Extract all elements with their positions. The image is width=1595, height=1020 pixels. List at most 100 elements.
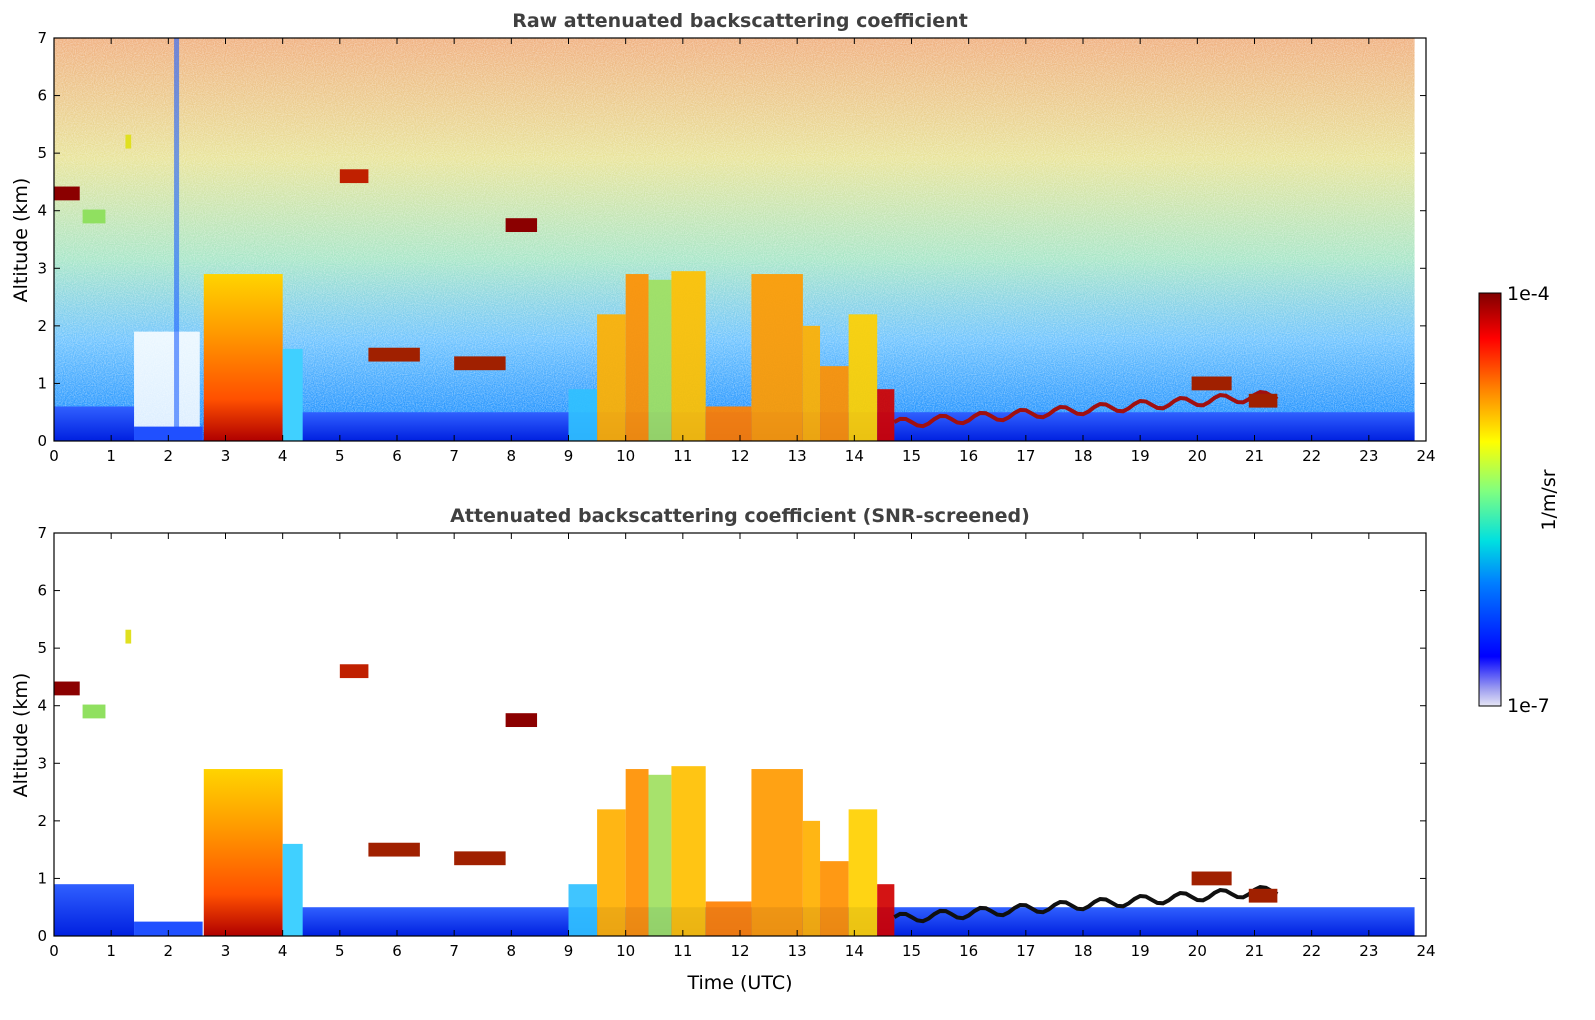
screened-cloud-column xyxy=(751,769,803,936)
raw-x-tick-label: 17 xyxy=(1016,447,1035,465)
raw-elevated-layer xyxy=(454,356,506,371)
screened-x-tick-label: 16 xyxy=(959,942,978,960)
raw-x-tick-label: 21 xyxy=(1245,447,1264,465)
screened-elevated-layer xyxy=(454,851,506,866)
raw-y-tick-label: 2 xyxy=(37,317,47,335)
raw-no-data-region xyxy=(1414,38,1426,441)
screened-y-tick-label: 4 xyxy=(37,697,47,715)
screened-panel: Attenuated backscattering coefficient (S… xyxy=(10,505,1436,994)
colorbar-min-label: 1e-7 xyxy=(1507,695,1550,717)
screened-y-axis-label: Altitude (km) xyxy=(10,673,32,798)
screened-axes: 0 1 2 3 4 5 6 7 8 9 10 11 12 13 14 15 16 17 18 19 20 21 22 23 24… xyxy=(37,524,1435,960)
screened-x-tick-label: 23 xyxy=(1359,942,1378,960)
screened-x-tick-label: 14 xyxy=(845,942,864,960)
raw-cloud-column xyxy=(848,314,878,441)
raw-x-tick-label: 14 xyxy=(845,447,864,465)
screened-x-tick-label: 9 xyxy=(564,942,574,960)
colorbar-gradient xyxy=(1478,292,1502,707)
screened-y-tick-label: 1 xyxy=(37,869,47,887)
raw-cloud-column xyxy=(625,274,649,441)
raw-y-tick-label: 4 xyxy=(37,202,47,220)
screened-x-tick-label: 3 xyxy=(221,942,231,960)
screened-cloud-column xyxy=(820,861,849,936)
raw-cloud-column xyxy=(597,314,626,441)
screened-aerosol-layer xyxy=(54,884,135,936)
screened-x-tick-label: 4 xyxy=(278,942,288,960)
raw-cloud-column xyxy=(671,271,706,441)
raw-x-tick-label: 20 xyxy=(1188,447,1207,465)
raw-y-tick-label: 7 xyxy=(37,29,47,47)
screened-elevated-layer xyxy=(1248,888,1278,903)
screened-x-tick-label: 17 xyxy=(1016,942,1035,960)
screened-x-tick-label: 2 xyxy=(164,942,174,960)
raw-y-tick-label: 5 xyxy=(37,144,47,162)
screened-x-tick-label: 18 xyxy=(1073,942,1092,960)
screened-cloud-edge xyxy=(282,843,303,936)
raw-x-tick-label: 13 xyxy=(788,447,807,465)
colorbar-unit-label: 1/m/sr xyxy=(1538,469,1560,530)
raw-elevated-layer xyxy=(368,347,420,362)
raw-x-tick-label: 15 xyxy=(902,447,921,465)
screened-y-tick-label: 6 xyxy=(37,582,47,600)
raw-elevated-layer xyxy=(82,209,106,224)
screened-cloud-column xyxy=(877,884,895,936)
screened-x-tick-label: 20 xyxy=(1188,942,1207,960)
raw-x-tick-label: 24 xyxy=(1416,447,1435,465)
screened-dense-cloud xyxy=(203,769,283,936)
screened-x-tick-label: 7 xyxy=(449,942,459,960)
raw-axes: 0 1 2 3 4 5 6 7 8 9 10 11 12 13 14 15 16 17 18 19 20 21 22 23 24… xyxy=(37,29,1435,465)
x-axis-label: Time (UTC) xyxy=(686,972,792,994)
raw-x-tick-label: 4 xyxy=(278,447,288,465)
screened-cloud-column xyxy=(848,809,878,936)
raw-x-tick-label: 23 xyxy=(1359,447,1378,465)
raw-cloud-column xyxy=(877,389,895,441)
raw-clear-zone xyxy=(134,331,200,430)
screened-elevated-layer xyxy=(505,713,538,728)
raw-features xyxy=(54,38,1426,441)
screened-cloud-column xyxy=(625,769,649,936)
raw-y-tick-label: 0 xyxy=(37,432,47,450)
screened-features xyxy=(54,629,1415,936)
screened-x-tick-label: 24 xyxy=(1416,942,1435,960)
screened-x-tick-label: 19 xyxy=(1131,942,1150,960)
raw-x-tick-label: 0 xyxy=(49,447,59,465)
raw-x-tick-label: 2 xyxy=(164,447,174,465)
screened-x-tick-label: 1 xyxy=(106,942,116,960)
screened-x-tick-label: 6 xyxy=(392,942,402,960)
screened-x-tick-label: 21 xyxy=(1245,942,1264,960)
raw-cloud-edge xyxy=(282,348,303,441)
screened-elevated-layer xyxy=(125,629,132,644)
screened-x-tick-label: 0 xyxy=(49,942,59,960)
screened-elevated-layer xyxy=(1191,871,1232,886)
screened-x-tick-label: 8 xyxy=(507,942,517,960)
raw-cloud-column xyxy=(751,274,803,441)
screened-y-tick-label: 3 xyxy=(37,754,47,772)
raw-x-tick-label: 18 xyxy=(1073,447,1092,465)
screened-boundary-layer-top xyxy=(893,885,1279,924)
raw-x-tick-label: 11 xyxy=(673,447,692,465)
screened-cloud-column xyxy=(648,774,672,936)
raw-elevated-layer xyxy=(339,169,369,184)
raw-y-tick-label: 6 xyxy=(37,87,47,105)
raw-y-axis-label: Altitude (km) xyxy=(10,178,32,303)
raw-cloud-column xyxy=(705,406,752,441)
screened-cloud-column xyxy=(671,766,706,936)
raw-x-tick-label: 22 xyxy=(1302,447,1321,465)
raw-x-tick-label: 10 xyxy=(616,447,635,465)
screened-aerosol-layer xyxy=(134,921,203,936)
screened-heatmap xyxy=(54,533,1426,936)
raw-y-tick-label: 1 xyxy=(37,374,47,392)
screened-x-tick-label: 15 xyxy=(902,942,921,960)
raw-cloud-column xyxy=(568,389,598,441)
screened-elevated-layer xyxy=(82,704,106,719)
colorbar: 1e-4 1e-7 1/m/sr xyxy=(1478,283,1560,717)
screened-y-tick-label: 0 xyxy=(37,927,47,945)
raw-elevated-layer xyxy=(1191,376,1232,391)
screened-x-tick-label: 13 xyxy=(788,942,807,960)
raw-elevated-layer xyxy=(125,134,132,149)
raw-elevated-layer xyxy=(505,218,538,233)
raw-streak xyxy=(174,38,180,441)
raw-aerosol-layer xyxy=(134,426,203,441)
raw-y-tick-label: 3 xyxy=(37,259,47,277)
